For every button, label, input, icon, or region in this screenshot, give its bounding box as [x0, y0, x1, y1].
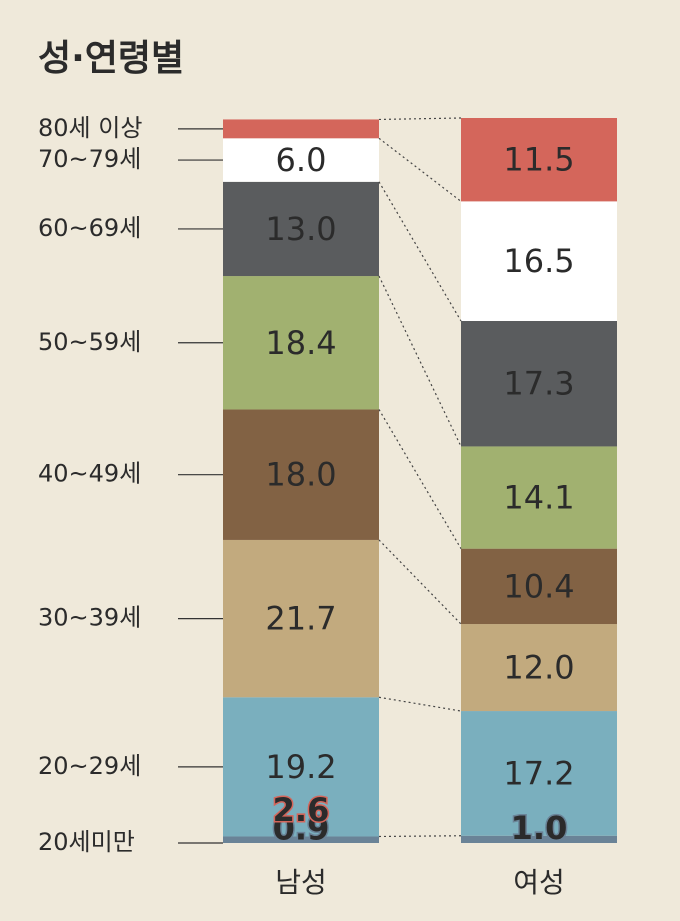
- connector: [378, 835, 462, 838]
- bar-segment: [461, 118, 617, 202]
- value-label: 14.1: [503, 479, 574, 517]
- bar-segment: [223, 276, 379, 410]
- chart-title: 성·연령별: [38, 38, 184, 79]
- bar-segment: [223, 119, 379, 139]
- series-label: 30~39세: [38, 604, 141, 632]
- bar-segment: [223, 697, 379, 837]
- x-tick-label: 여성: [513, 866, 565, 899]
- connector: [378, 409, 462, 549]
- value-label: 0.9: [273, 809, 330, 847]
- value-label: 12.0: [503, 649, 574, 687]
- series-label: 80세 이상: [38, 114, 142, 142]
- x-tick-label: 남성: [275, 866, 327, 899]
- series-label: 50~59세: [38, 328, 141, 356]
- connector: [378, 117, 462, 121]
- bar-segment: [223, 181, 379, 277]
- bar-segment: [461, 711, 617, 836]
- connector: [378, 181, 462, 322]
- series-label: 20세미만: [38, 828, 135, 856]
- connector: [378, 696, 462, 712]
- bar-segment: [223, 539, 379, 698]
- connector: [378, 275, 462, 447]
- series-label: 70~79세: [38, 145, 141, 173]
- value-label: 11.5: [503, 141, 574, 179]
- connector: [378, 137, 462, 202]
- bar-segment: [461, 446, 617, 549]
- value-label: 21.7: [265, 600, 336, 638]
- value-label: 18.0: [265, 456, 336, 494]
- bar-segment: [461, 835, 617, 843]
- value-label: 16.5: [503, 242, 574, 280]
- bar-segment: [223, 836, 379, 843]
- value-label: 13.0: [265, 210, 336, 248]
- bar-segment: [461, 624, 617, 712]
- bar-segment: [223, 138, 379, 182]
- value-label: 6.0: [276, 141, 327, 179]
- bar-segment: [461, 321, 617, 447]
- value-label: 18.4: [265, 324, 336, 362]
- value-label: 17.3: [503, 365, 574, 403]
- value-label: 1.0: [511, 809, 568, 847]
- series-label: 20~29세: [38, 752, 141, 780]
- value-label: 2.6: [273, 791, 330, 829]
- bar-segment: [461, 548, 617, 625]
- value-label: 10.4: [503, 567, 574, 605]
- bar-segment: [461, 201, 617, 321]
- value-label: 19.2: [265, 748, 336, 786]
- bar-segment: [223, 409, 379, 540]
- series-label: 60~69세: [38, 214, 141, 242]
- value-label: 17.2: [503, 754, 574, 792]
- series-label: 40~49세: [38, 460, 141, 488]
